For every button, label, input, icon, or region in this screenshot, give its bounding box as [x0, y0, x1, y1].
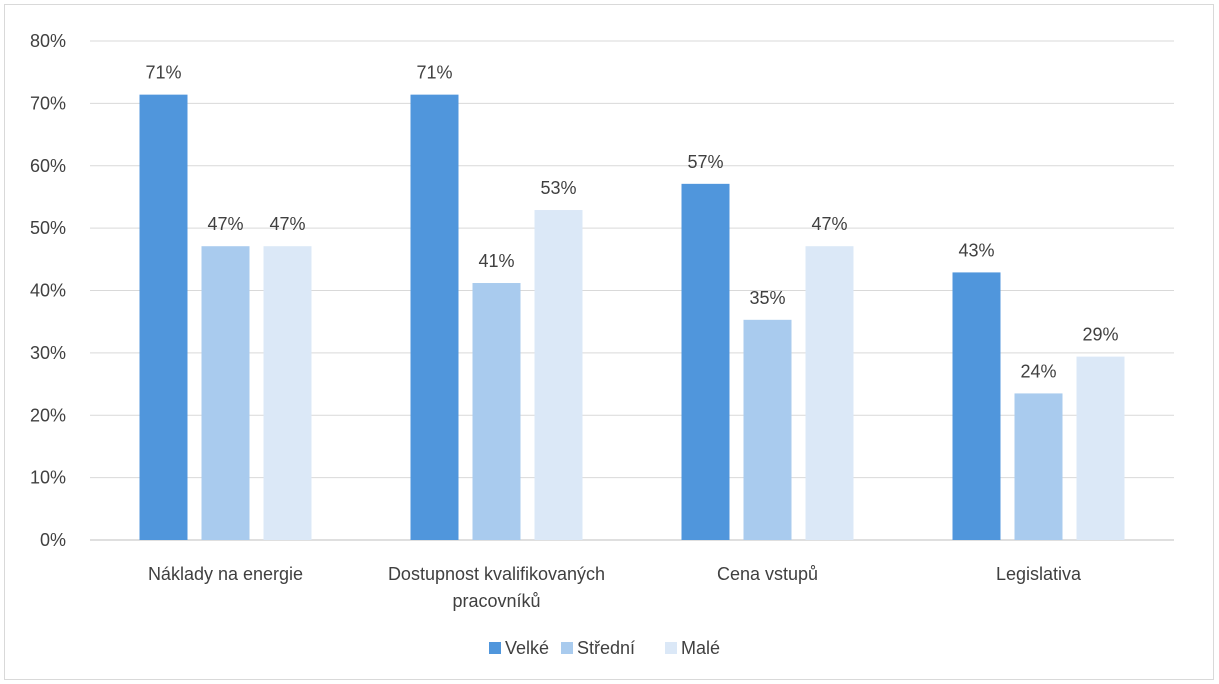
legend-label: Velké [505, 638, 549, 658]
y-tick-label: 30% [30, 343, 66, 363]
bar [805, 246, 854, 540]
legend-label: Střední [577, 638, 635, 658]
bar [139, 94, 188, 540]
legend-label: Malé [681, 638, 720, 658]
data-label: 47% [811, 214, 847, 234]
data-label: 35% [749, 288, 785, 308]
category-label: Cena vstupů [717, 564, 818, 584]
bar [1076, 356, 1125, 540]
y-tick-label: 40% [30, 281, 66, 301]
category-label: Legislativa [996, 564, 1082, 584]
bar [534, 210, 583, 540]
bar [1014, 393, 1063, 540]
y-tick-label: 20% [30, 405, 66, 425]
legend-swatch [665, 642, 677, 654]
data-label: 41% [478, 251, 514, 271]
legend-swatch [489, 642, 501, 654]
y-tick-label: 0% [40, 530, 66, 550]
bar [410, 94, 459, 540]
bar [263, 246, 312, 540]
y-tick-label: 80% [30, 31, 66, 51]
bar [952, 272, 1001, 540]
y-tick-label: 50% [30, 218, 66, 238]
bar [201, 246, 250, 540]
data-label: 24% [1020, 361, 1056, 381]
y-tick-label: 70% [30, 93, 66, 113]
category-label: pracovníků [452, 591, 540, 611]
data-label: 47% [269, 214, 305, 234]
category-label: Náklady na energie [148, 564, 303, 584]
data-label: 29% [1082, 325, 1118, 345]
category-label: Dostupnost kvalifikovaných [388, 564, 605, 584]
y-tick-label: 60% [30, 156, 66, 176]
data-label: 71% [145, 63, 181, 83]
data-label: 47% [207, 214, 243, 234]
bar [472, 283, 521, 540]
y-tick-label: 10% [30, 468, 66, 488]
data-label: 43% [958, 240, 994, 260]
bar [681, 183, 730, 540]
data-label: 57% [687, 152, 723, 172]
data-label: 53% [540, 178, 576, 198]
legend-swatch [561, 642, 573, 654]
data-label: 71% [416, 63, 452, 83]
bar [743, 319, 792, 540]
